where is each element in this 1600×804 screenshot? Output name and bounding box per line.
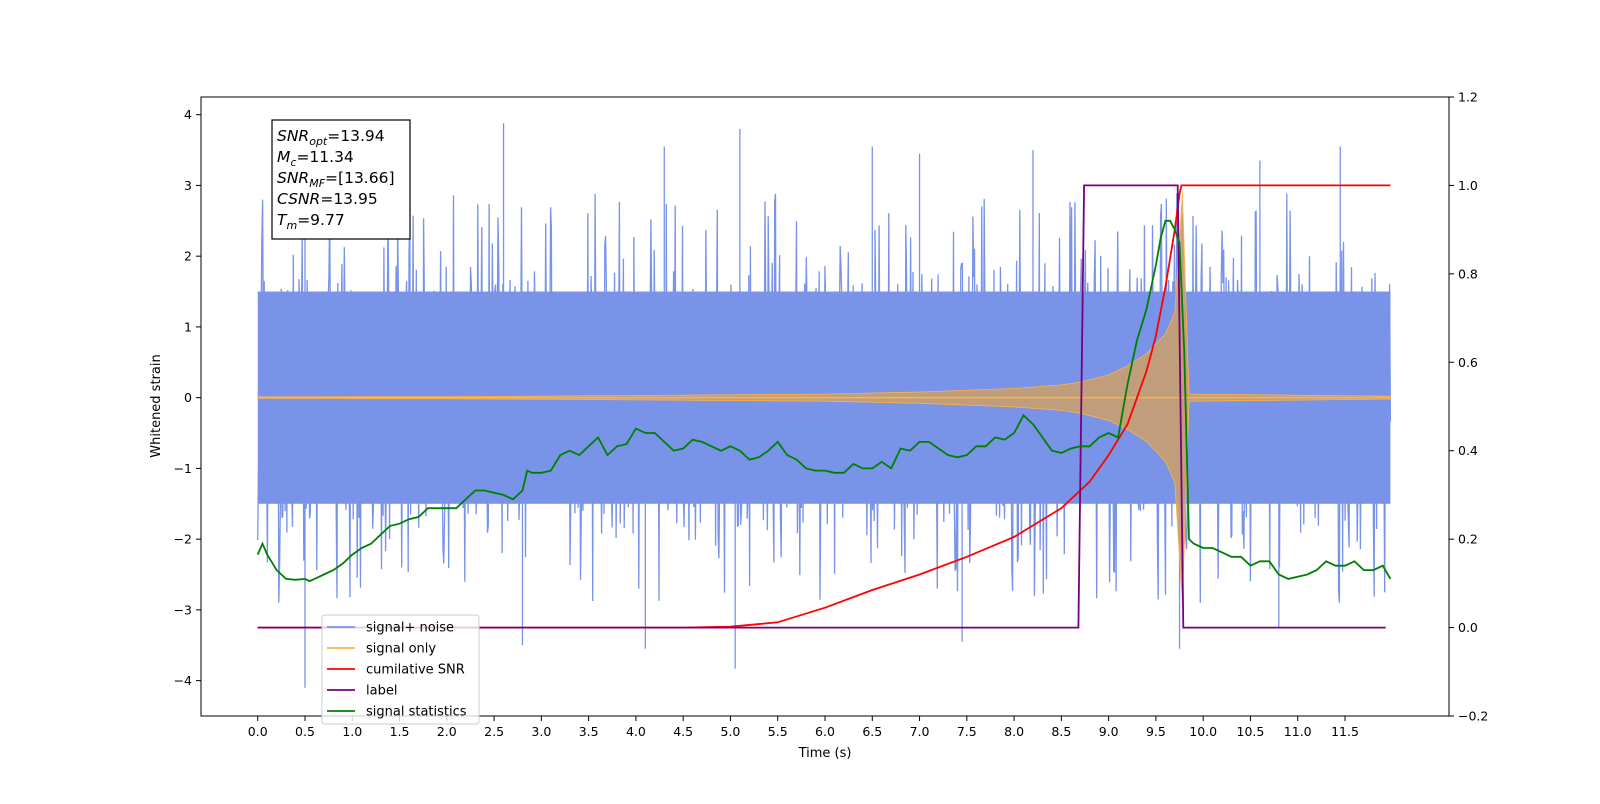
annotation-line: Mc=11.34 [277, 148, 354, 169]
x-tick-label: 6.0 [815, 724, 835, 739]
x-axis: 0.0 0.5 1.0 1.5 2.0 2.5 3.0 3.5 4.0 4.5 5.0 5.5 6.0 6… [248, 716, 1359, 739]
x-tick-label: 0.0 [248, 724, 268, 739]
annotation-line: CSNR=13.95 [277, 190, 378, 208]
y-tick-label: 3 [184, 178, 192, 193]
x-tick-label: 9.0 [1099, 724, 1119, 739]
x-tick-label: 5.5 [768, 724, 788, 739]
y-axis-label: Whitened strain [149, 354, 164, 457]
legend-entry: signal only [366, 642, 436, 657]
series-signal-statistics [256, 219, 1392, 583]
x-axis-label: Time (s) [798, 746, 852, 761]
x-tick-label: 11.5 [1331, 724, 1359, 739]
x-tick-label: 10.0 [1189, 724, 1217, 739]
x-tick-label: 2.0 [437, 724, 457, 739]
x-tick-label: 7.0 [910, 724, 930, 739]
metrics-annotation-box: SNRopt=13.94Mc=11.34SNRMF=[13.66]CSNR=13… [271, 119, 411, 240]
series-signal-noise [257, 123, 1392, 688]
y-tick-label: −2 [174, 532, 192, 547]
x-tick-label: 1.0 [342, 724, 362, 739]
series-cumulative-snr [257, 184, 1391, 629]
x-tick-label: 11.0 [1284, 724, 1312, 739]
x-tick-label: 3.0 [531, 724, 551, 739]
y2-tick-label: 0.4 [1458, 443, 1478, 458]
y-tick-label: −4 [174, 673, 192, 688]
annotation-subscript: MF [309, 177, 325, 190]
x-tick-label: 0.5 [295, 724, 315, 739]
annotation-line: SNRMF=[13.66] [277, 169, 395, 190]
x-tick-label: 1.5 [390, 724, 410, 739]
legend-entry: signal+ noise [366, 621, 454, 636]
annotation-symbol: M [277, 148, 290, 166]
annotation-symbol: SNR [277, 169, 309, 187]
legend: signal+ noise signal only cumilative SNR la… [321, 614, 480, 725]
x-tick-label: 8.5 [1051, 724, 1071, 739]
y-tick-label: 0 [184, 390, 192, 405]
x-tick-label: 9.5 [1146, 724, 1166, 739]
annotation-subscript: m [286, 219, 297, 232]
legend-frame [321, 614, 480, 725]
y2-tick-label: 1.0 [1458, 178, 1478, 193]
annotation-line: SNRopt=13.94 [277, 127, 385, 148]
annotation-value: =[13.66] [325, 169, 394, 187]
annotation-symbol: CSNR [277, 190, 320, 208]
legend-entry: signal statistics [366, 705, 467, 720]
annotation-frame [271, 119, 411, 240]
y-tick-label: −3 [174, 602, 192, 617]
y2-tick-label: 0.8 [1458, 266, 1478, 281]
x-tick-label: 3.5 [579, 724, 599, 739]
annotation-value: =11.34 [296, 148, 353, 166]
annotation-symbol: SNR [277, 127, 309, 145]
legend-entry: cumilative SNR [366, 663, 465, 678]
y2-tick-label: 0.0 [1458, 620, 1478, 635]
x-tick-label: 8.0 [1004, 724, 1024, 739]
x-tick-label: 2.5 [484, 724, 504, 739]
y-tick-label: 4 [184, 107, 192, 122]
plot-area [256, 123, 1392, 688]
y-tick-label: −1 [174, 461, 192, 476]
legend-entry: label [366, 684, 397, 699]
annotation-value: =13.94 [327, 127, 384, 145]
y-axis-left: −4 −3 −2 −1 0 1 2 3 4 [174, 107, 201, 688]
x-tick-label: 10.5 [1237, 724, 1265, 739]
y2-tick-label: −0.2 [1458, 709, 1488, 724]
annotation-subscript: opt [309, 135, 328, 148]
annotation-value: =13.95 [320, 190, 377, 208]
y-tick-label: 2 [184, 249, 192, 264]
annotation-subscript: c [290, 156, 296, 169]
annotation-line: Tm=9.77 [277, 211, 345, 232]
x-tick-label: 6.5 [862, 724, 882, 739]
y2-tick-label: 0.2 [1458, 532, 1478, 547]
y2-tick-label: 0.6 [1458, 355, 1478, 370]
series-label [257, 184, 1386, 629]
y-axis-right: −0.2 0.0 0.2 0.4 0.6 0.8 1.0 1.2 [1449, 90, 1488, 724]
x-tick-label: 5.0 [721, 724, 741, 739]
x-tick-label: 7.5 [957, 724, 977, 739]
annotation-symbol: T [277, 211, 288, 229]
annotation-value: =9.77 [297, 211, 345, 229]
x-tick-label: 4.5 [673, 724, 693, 739]
x-tick-label: 4.0 [626, 724, 646, 739]
y2-tick-label: 1.2 [1458, 90, 1478, 105]
series-signal-only [257, 192, 1391, 603]
y-tick-label: 1 [184, 319, 192, 334]
